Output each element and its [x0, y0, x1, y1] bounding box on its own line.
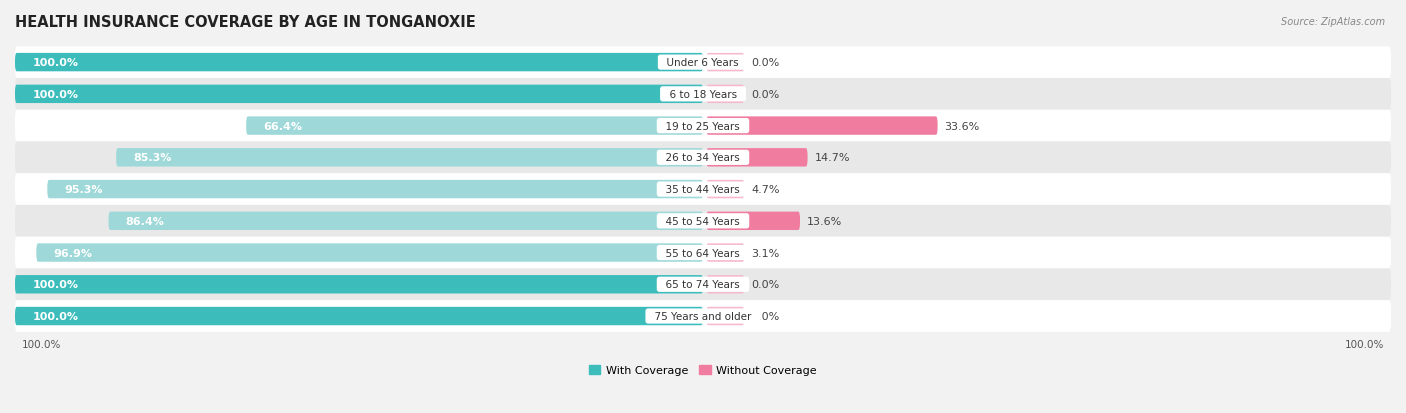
FancyBboxPatch shape — [706, 275, 744, 294]
Text: 66.4%: 66.4% — [263, 121, 302, 131]
FancyBboxPatch shape — [15, 237, 1391, 269]
FancyBboxPatch shape — [48, 180, 703, 199]
FancyBboxPatch shape — [15, 79, 1391, 110]
Text: 85.3%: 85.3% — [134, 153, 172, 163]
FancyBboxPatch shape — [706, 85, 744, 104]
Text: 35 to 44 Years: 35 to 44 Years — [659, 185, 747, 195]
Text: 100.0%: 100.0% — [22, 339, 62, 349]
FancyBboxPatch shape — [706, 244, 744, 262]
Text: Source: ZipAtlas.com: Source: ZipAtlas.com — [1281, 17, 1385, 26]
Text: 65 to 74 Years: 65 to 74 Years — [659, 280, 747, 290]
Text: 100.0%: 100.0% — [32, 58, 79, 68]
Text: 100.0%: 100.0% — [32, 280, 79, 290]
FancyBboxPatch shape — [706, 117, 938, 135]
FancyBboxPatch shape — [15, 307, 703, 325]
FancyBboxPatch shape — [15, 54, 703, 72]
Text: 100.0%: 100.0% — [1344, 339, 1384, 349]
FancyBboxPatch shape — [15, 174, 1391, 205]
FancyBboxPatch shape — [15, 269, 1391, 300]
Text: 86.4%: 86.4% — [125, 216, 165, 226]
Text: 0.0%: 0.0% — [751, 280, 779, 290]
Text: 13.6%: 13.6% — [807, 216, 842, 226]
Text: 26 to 34 Years: 26 to 34 Years — [659, 153, 747, 163]
Text: 6 to 18 Years: 6 to 18 Years — [662, 90, 744, 100]
Text: 100.0%: 100.0% — [32, 311, 79, 321]
Text: 0.0%: 0.0% — [751, 58, 779, 68]
Text: 19 to 25 Years: 19 to 25 Years — [659, 121, 747, 131]
FancyBboxPatch shape — [706, 149, 807, 167]
Text: HEALTH INSURANCE COVERAGE BY AGE IN TONGANOXIE: HEALTH INSURANCE COVERAGE BY AGE IN TONG… — [15, 15, 475, 30]
FancyBboxPatch shape — [246, 117, 703, 135]
FancyBboxPatch shape — [706, 54, 744, 72]
Text: 0.0%: 0.0% — [751, 311, 779, 321]
Text: 3.1%: 3.1% — [751, 248, 779, 258]
FancyBboxPatch shape — [15, 142, 1391, 174]
FancyBboxPatch shape — [15, 110, 1391, 142]
FancyBboxPatch shape — [108, 212, 703, 230]
Text: 14.7%: 14.7% — [814, 153, 851, 163]
FancyBboxPatch shape — [706, 307, 744, 325]
Text: 4.7%: 4.7% — [751, 185, 780, 195]
FancyBboxPatch shape — [15, 205, 1391, 237]
Text: 33.6%: 33.6% — [945, 121, 980, 131]
Text: 75 Years and older: 75 Years and older — [648, 311, 758, 321]
FancyBboxPatch shape — [15, 300, 1391, 332]
Text: 0.0%: 0.0% — [751, 90, 779, 100]
Legend: With Coverage, Without Coverage: With Coverage, Without Coverage — [589, 365, 817, 375]
FancyBboxPatch shape — [706, 180, 744, 199]
FancyBboxPatch shape — [15, 275, 703, 294]
FancyBboxPatch shape — [117, 149, 703, 167]
Text: 55 to 64 Years: 55 to 64 Years — [659, 248, 747, 258]
Text: Under 6 Years: Under 6 Years — [661, 58, 745, 68]
Text: 95.3%: 95.3% — [65, 185, 103, 195]
FancyBboxPatch shape — [706, 212, 800, 230]
Text: 100.0%: 100.0% — [32, 90, 79, 100]
FancyBboxPatch shape — [37, 244, 703, 262]
Text: 45 to 54 Years: 45 to 54 Years — [659, 216, 747, 226]
FancyBboxPatch shape — [15, 47, 1391, 79]
Text: 96.9%: 96.9% — [53, 248, 93, 258]
FancyBboxPatch shape — [15, 85, 703, 104]
